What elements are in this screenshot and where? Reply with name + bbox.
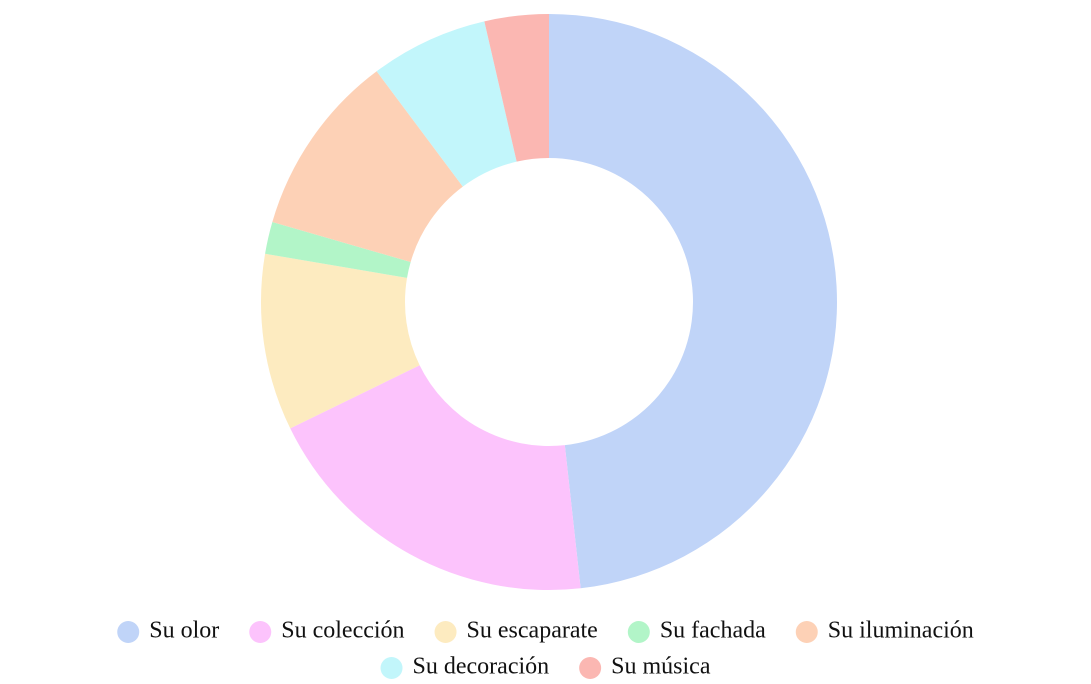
donut-slice bbox=[290, 365, 581, 590]
legend-label: Su escaparate bbox=[467, 618, 598, 644]
donut-slice bbox=[265, 222, 411, 278]
donut-slice bbox=[376, 21, 517, 187]
legend-swatch bbox=[434, 621, 457, 643]
legend-label: Su iluminación bbox=[828, 618, 974, 644]
legend-swatch bbox=[579, 657, 602, 679]
legend-label: Su colección bbox=[281, 618, 404, 644]
legend-label: Su música bbox=[611, 654, 711, 680]
donut-slice bbox=[272, 71, 463, 263]
legend-swatch bbox=[795, 621, 818, 643]
donut-slice bbox=[484, 14, 549, 162]
legend-swatch bbox=[380, 657, 403, 679]
legend-swatch bbox=[117, 621, 140, 643]
legend-swatch bbox=[249, 621, 272, 643]
legend-label: Su olor bbox=[149, 618, 219, 644]
legend-swatch bbox=[627, 621, 650, 643]
legend-label: Su decoración bbox=[413, 654, 550, 680]
donut-slice bbox=[549, 14, 837, 589]
legend-label: Su fachada bbox=[660, 618, 766, 644]
donut-slice bbox=[261, 253, 420, 429]
